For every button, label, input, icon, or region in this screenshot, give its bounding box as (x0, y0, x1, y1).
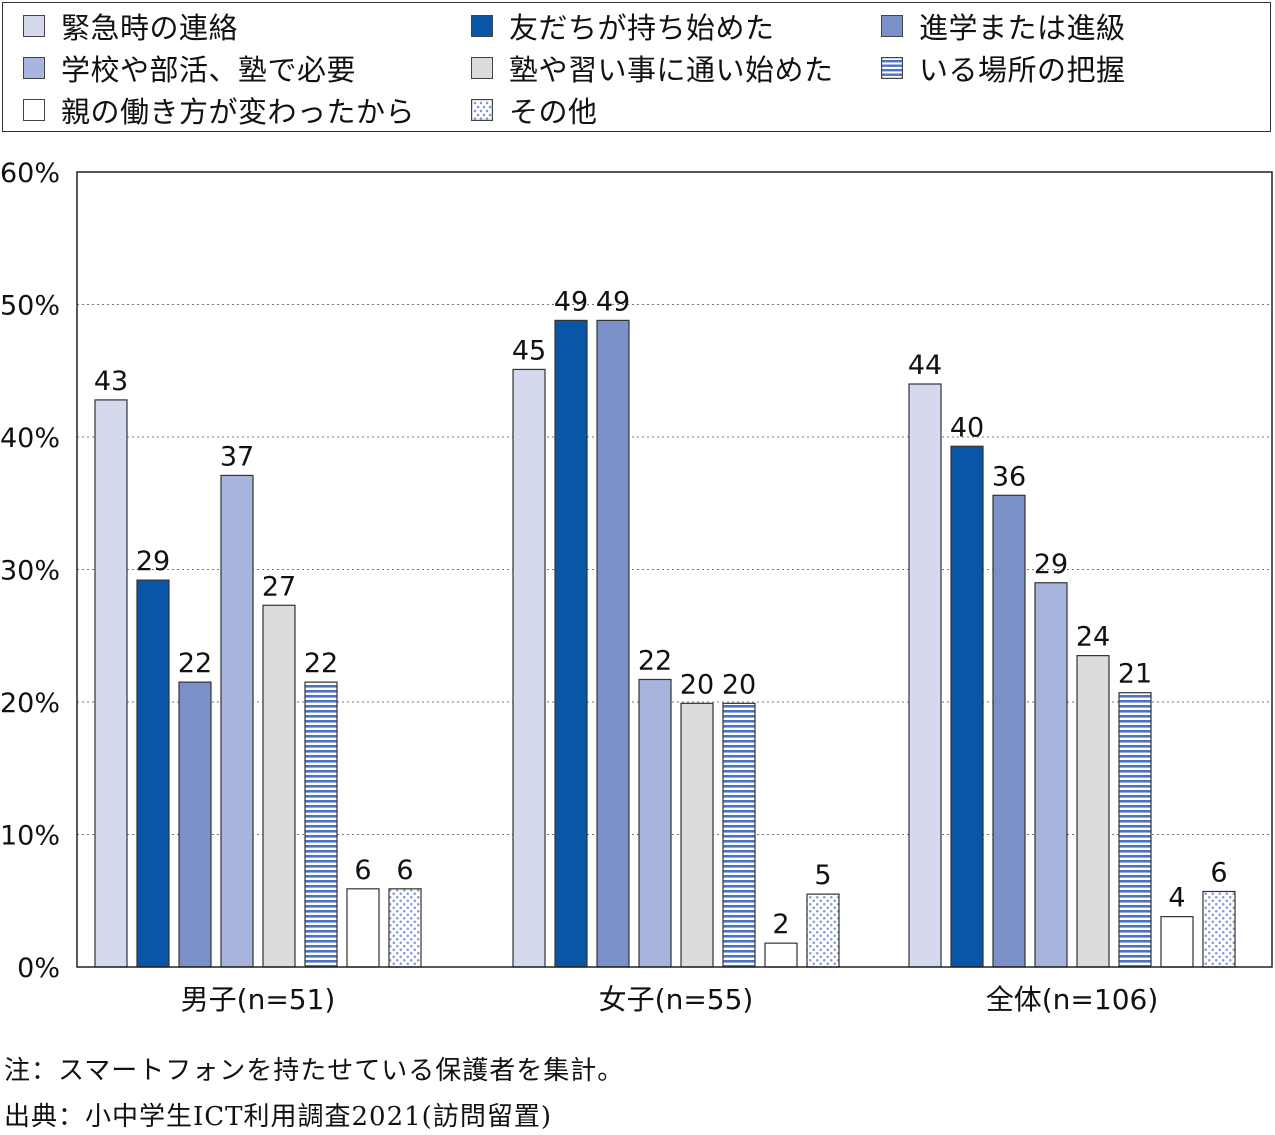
data-label: 20 (680, 669, 714, 700)
bar (346, 888, 380, 968)
data-label: 20 (722, 669, 756, 700)
data-label: 45 (512, 335, 546, 366)
data-label: 6 (354, 855, 371, 886)
plot-border (76, 171, 1273, 968)
data-label: 6 (1210, 857, 1227, 888)
legend-label: 親の働き方が変わったから (61, 95, 416, 129)
bar (512, 368, 546, 968)
gridlines (77, 304, 1272, 835)
data-label: 21 (1118, 659, 1152, 690)
data-label: 37 (220, 441, 254, 472)
bar (764, 942, 798, 968)
y-tick-label: 40% (0, 423, 60, 454)
data-label: 4 (1168, 883, 1185, 914)
bar (178, 681, 212, 968)
data-label: 24 (1076, 622, 1110, 653)
data-label: 49 (596, 286, 630, 317)
bar (806, 893, 840, 968)
data-label: 5 (814, 860, 831, 891)
legend-swatch (23, 15, 45, 37)
legend-item-emergency: 緊急時の連絡 (23, 9, 238, 45)
legend-label: いる場所の把握 (919, 53, 1126, 87)
y-tick-label: 0% (17, 953, 60, 984)
bar (94, 399, 128, 968)
source-note: 出典：小中学生ICT利用調査2021(訪問留置) (4, 1102, 552, 1132)
data-label: 29 (1034, 549, 1068, 580)
legend-item-parents: 親の働き方が変わったから (23, 93, 415, 129)
y-tick-label: 30% (0, 556, 60, 587)
legend-label: 学校や部活、塾で必要 (61, 53, 357, 87)
bar (950, 445, 984, 968)
legend-item-school: 学校や部活、塾で必要 (23, 51, 356, 87)
bar (262, 604, 296, 968)
legend-label: 塾や習い事に通い始めた (509, 53, 834, 87)
data-label: 49 (554, 286, 588, 317)
x-tick-label: 男子(n=51) (181, 983, 336, 1016)
legend-label: 友だちが持ち始めた (509, 11, 775, 45)
y-tick-label: 10% (0, 821, 60, 852)
legend-item-cram: 塾や習い事に通い始めた (471, 51, 834, 87)
data-label: 6 (396, 855, 413, 886)
bar (388, 888, 422, 968)
legend-swatch (23, 57, 45, 79)
data-label: 43 (94, 366, 128, 397)
x-axis-ticks: 男子(n=51) 女子(n=55) 全体(n=106) (181, 983, 1159, 1016)
legend-item-friends: 友だちが持ち始めた (471, 9, 775, 45)
legend-label: 緊急時の連絡 (61, 11, 239, 45)
bar (638, 678, 672, 968)
bar (1118, 692, 1152, 968)
legend-label: その他 (509, 95, 598, 129)
footnote: 注：スマートフォンを持たせている保護者を集計。 (4, 1056, 625, 1086)
data-label: 29 (136, 546, 170, 577)
data-label: 2 (772, 909, 789, 940)
legend-swatch (23, 99, 45, 121)
chart-legend: 緊急時の連絡 友だちが持ち始めた 進学または進級 学校や部活、塾で必要 塾や習い… (2, 2, 1271, 132)
bar (136, 579, 170, 968)
legend-swatch (471, 57, 493, 79)
data-label: 44 (908, 350, 942, 381)
x-tick-label: 女子(n=55) (599, 983, 754, 1016)
bar (1034, 582, 1068, 968)
bar (304, 681, 338, 968)
bar (1076, 655, 1110, 968)
y-tick-label: 60% (0, 158, 60, 189)
legend-swatch (881, 15, 903, 37)
x-tick-label: 全体(n=106) (986, 983, 1159, 1016)
data-label: 22 (638, 645, 672, 676)
bar (722, 702, 756, 968)
legend-item-advance: 進学または進級 (881, 9, 1126, 45)
legend-label: 進学または進級 (919, 11, 1126, 45)
bar (596, 319, 630, 968)
plot-frame (76, 171, 1273, 968)
data-label: 27 (262, 571, 296, 602)
bar (1160, 916, 1194, 968)
bar (680, 702, 714, 968)
bar (554, 319, 588, 968)
bar (908, 383, 942, 968)
y-axis-ticks: 0% 10% 20% 30% 40% 50% 60% (0, 158, 60, 984)
bar (1202, 890, 1236, 968)
data-label: 22 (178, 648, 212, 679)
legend-item-location: いる場所の把握 (881, 51, 1126, 87)
legend-swatch-dots (471, 99, 493, 121)
legend-swatch-stripes (881, 57, 903, 79)
data-label: 40 (950, 412, 984, 443)
y-tick-label: 20% (0, 688, 60, 719)
data-label: 22 (304, 648, 338, 679)
legend-item-other: その他 (471, 93, 598, 129)
data-label: 36 (992, 461, 1026, 492)
bar (992, 494, 1026, 968)
bars (94, 319, 1236, 968)
legend-swatch (471, 15, 493, 37)
bar (220, 474, 254, 968)
y-tick-label: 50% (0, 291, 60, 322)
